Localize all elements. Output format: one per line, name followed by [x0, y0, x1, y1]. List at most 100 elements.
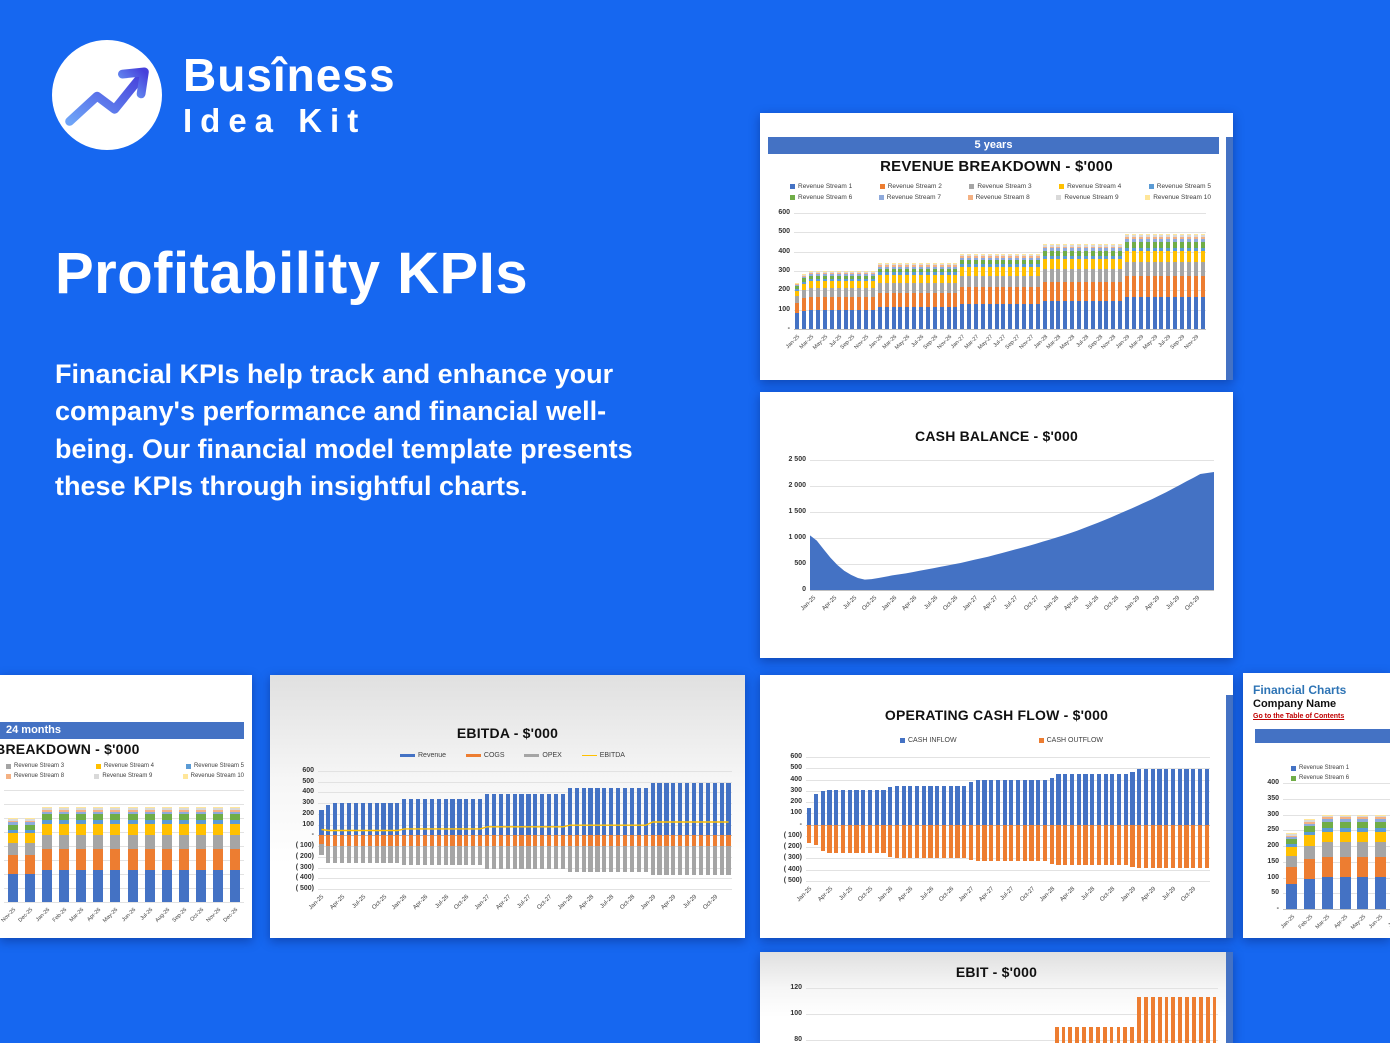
- legend-item: Revenue Stream 8: [967, 194, 1030, 201]
- stacked-bar-segment: [1145, 276, 1150, 298]
- stacked-bar-segment: [802, 278, 807, 282]
- stacked-bar-segment: [809, 309, 814, 329]
- stacked-bar-segment: [1286, 833, 1298, 835]
- period-tab-5-years[interactable]: 5 years: [768, 137, 1219, 154]
- negative-bar: [395, 846, 400, 863]
- stacked-bar-segment: [196, 814, 207, 821]
- stacked-bar-segment: [1042, 246, 1047, 249]
- positive-bar: [333, 803, 338, 836]
- negative-bar: [1009, 824, 1014, 862]
- stacked-bar-segment: [816, 279, 821, 282]
- stacked-bar-segment: [1042, 281, 1047, 301]
- stacked-bar-segment: [1070, 244, 1075, 247]
- period-tab-24-months[interactable]: 24 months: [0, 722, 244, 739]
- stacked-bar-segment: [1022, 267, 1027, 276]
- legend-marker: [524, 754, 540, 757]
- gridline: [318, 846, 732, 848]
- stacked-bar-segment: [960, 275, 965, 288]
- stacked-bar-segment: [1152, 235, 1157, 238]
- stacked-bar-segment: [196, 823, 207, 835]
- stacked-bar-segment: [912, 292, 917, 307]
- stacked-bar-segment: [987, 264, 992, 268]
- stacked-bar-segment: [1049, 300, 1054, 329]
- stacked-bar-segment: [816, 272, 821, 275]
- stacked-bar-segment: [1166, 297, 1171, 329]
- positive-bar: [834, 790, 839, 825]
- brand-name-line1: Busîness: [183, 49, 396, 101]
- stacked-bar-segment: [213, 811, 224, 815]
- period-tab[interactable]: [1255, 729, 1390, 743]
- stacked-bar-segment: [939, 292, 944, 307]
- legend-label: Revenue Stream 8: [14, 773, 65, 779]
- y-axis-label: -: [799, 820, 802, 828]
- stacked-bar-segment: [870, 274, 875, 276]
- negative-bar: [1177, 824, 1182, 869]
- ebit-bar: [1171, 997, 1176, 1043]
- stacked-bar-segment: [1076, 244, 1081, 247]
- stacked-bar-segment: [1076, 300, 1081, 329]
- stacked-bar-segment: [1008, 253, 1013, 255]
- positive-bar: [814, 794, 819, 825]
- negative-bar: [602, 846, 607, 873]
- stacked-bar-segment: [822, 309, 827, 329]
- positive-bar: [1002, 780, 1007, 825]
- stacked-bar-segment: [1374, 827, 1386, 832]
- stacked-bar-segment: [905, 265, 910, 267]
- stacked-bar-segment: [1357, 819, 1369, 823]
- stacked-bar-segment: [816, 271, 821, 272]
- stacked-bar-segment: [1118, 269, 1123, 282]
- ebit-bar: [1102, 1027, 1107, 1043]
- stacked-bar-segment: [1083, 300, 1088, 329]
- stacked-bar-segment: [1015, 287, 1020, 304]
- stacked-bar-segment: [857, 281, 862, 289]
- chart-card-operating-cash-flow: OPERATING CASH FLOW - $'000 CASH INFLOW C…: [760, 675, 1233, 938]
- positive-bar: [1056, 774, 1061, 825]
- stacked-bar-segment: [912, 306, 917, 329]
- y-axis-label: 100: [302, 820, 314, 828]
- negative-bar: [814, 824, 819, 846]
- stacked-bar-segment: [987, 267, 992, 276]
- stacked-bar-segment: [41, 811, 52, 815]
- table-of-contents-link[interactable]: Go to the Table of Contents: [1253, 713, 1345, 720]
- stacked-bar-segment: [213, 834, 224, 850]
- positive-bar: [1137, 769, 1142, 825]
- stacked-bar-segment: [1159, 235, 1164, 238]
- stacked-bar-segment: [1118, 250, 1123, 256]
- negative-bar: [616, 835, 621, 847]
- stacked-bar-segment: [1001, 275, 1006, 288]
- brand-name-line2: Idea Kit: [183, 102, 367, 139]
- negative-bar: [505, 846, 510, 869]
- stacked-bar-segment: [891, 275, 896, 283]
- stacked-bar-segment: [1035, 264, 1040, 268]
- stacked-bar-segment: [884, 292, 889, 307]
- gridline: [4, 874, 244, 875]
- stacked-bar-segment: [230, 834, 241, 850]
- negative-bar: [567, 835, 572, 847]
- positive-bar: [1191, 769, 1196, 825]
- stacked-bar-segment: [1321, 815, 1333, 818]
- stacked-bar-segment: [1111, 243, 1116, 245]
- stacked-bar-segment: [1357, 827, 1369, 832]
- stacked-bar-segment: [213, 820, 224, 824]
- stacked-bar-segment: [939, 268, 944, 273]
- y-axis-label: 400: [790, 775, 802, 783]
- stacked-bar-segment: [884, 282, 889, 293]
- stacked-bar-segment: [1076, 246, 1081, 249]
- stacked-bar-segment: [987, 254, 992, 256]
- legend-marker: [95, 763, 101, 769]
- stacked-bar-segment: [905, 306, 910, 329]
- negative-bar: [574, 846, 579, 873]
- stacked-bar-segment: [857, 275, 862, 280]
- legend-item: Revenue Stream 5: [185, 763, 244, 769]
- stacked-bar-segment: [1056, 246, 1061, 249]
- stacked-bar-segment: [980, 267, 985, 276]
- stacked-bar-segment: [1042, 259, 1047, 270]
- chart-title: OPERATING CASH FLOW - $'000: [884, 707, 1109, 723]
- stacked-bar-segment: [843, 271, 848, 273]
- stacked-bar-segment: [850, 275, 855, 280]
- gridline: [806, 757, 1210, 758]
- stacked-bar-segment: [877, 292, 882, 307]
- stacked-bar-segment: [809, 274, 814, 276]
- stacked-bar-segment: [1035, 287, 1040, 304]
